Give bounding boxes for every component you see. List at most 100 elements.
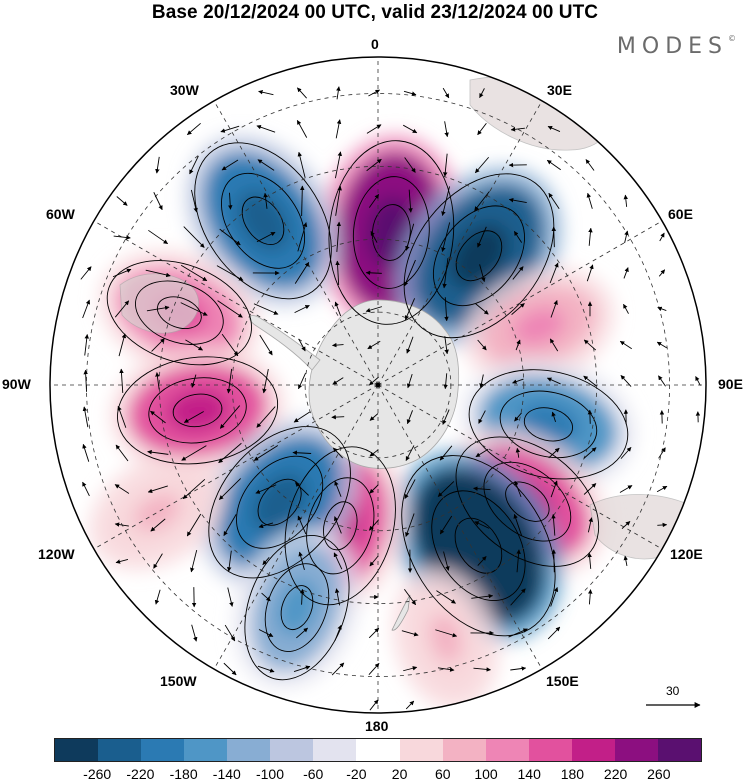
wind-vector-arrow bbox=[444, 121, 449, 138]
wind-vector-arrow bbox=[441, 222, 451, 252]
wind-vector-arrow bbox=[182, 478, 206, 500]
wind-vector-arrow bbox=[259, 334, 273, 356]
contour-line bbox=[280, 585, 314, 631]
wind-vector-arrow bbox=[405, 513, 415, 537]
anomaly-positive bbox=[463, 267, 615, 386]
lon-label-0: 0 bbox=[371, 36, 379, 52]
anomaly-positive bbox=[392, 566, 500, 711]
wind-vector-arrow bbox=[227, 587, 234, 607]
colorbar-tick-label: 220 bbox=[603, 766, 628, 782]
wind-vector-arrow bbox=[404, 157, 416, 173]
wind-vector-arrow bbox=[365, 270, 382, 276]
contour-line bbox=[117, 356, 279, 465]
wind-vector-arrow bbox=[335, 260, 340, 285]
wind-vector-arrow bbox=[583, 339, 597, 351]
colorbar-tick-label: 20 bbox=[391, 766, 408, 782]
wind-vector-arrow bbox=[439, 515, 453, 535]
wind-vector-arrow bbox=[404, 298, 416, 321]
wind-vector-arrow bbox=[369, 449, 379, 457]
wind-vector-arrow bbox=[365, 306, 382, 313]
colorbar-swatch bbox=[442, 739, 486, 761]
wind-vector-arrow bbox=[510, 588, 526, 606]
meridian-line bbox=[213, 100, 379, 386]
meridian-line bbox=[93, 220, 379, 386]
colorbar-tick-label: 140 bbox=[517, 766, 541, 782]
contour-ring-group bbox=[208, 426, 351, 579]
wind-vector-arrow bbox=[298, 551, 305, 571]
wind-vector-arrow bbox=[550, 587, 559, 607]
wind-vector-arrow bbox=[258, 522, 274, 529]
contour-line bbox=[323, 501, 358, 551]
wind-vector-arrow bbox=[588, 589, 593, 605]
colorbar-ticks: -260 -220 -180 -140 -100 -60 -20 20 60 100 140 180 2… bbox=[54, 766, 702, 782]
wind-vector-arrow bbox=[293, 411, 311, 423]
brand-name: MODES bbox=[616, 34, 728, 59]
wind-vector-arrow bbox=[478, 410, 486, 424]
antarctic-peninsula bbox=[249, 315, 321, 371]
colorbar-tick-label: -20 bbox=[346, 766, 367, 782]
contour-line bbox=[432, 205, 525, 307]
lon-label-180: 180 bbox=[365, 718, 389, 734]
wind-vector-arrow bbox=[657, 306, 667, 311]
wind-vector-arrow bbox=[583, 375, 597, 387]
wind-vector-arrow bbox=[367, 340, 381, 350]
wind-vector-arrow bbox=[190, 189, 198, 213]
contour-ring-group bbox=[117, 356, 279, 465]
contour-line bbox=[483, 461, 572, 542]
contour-line bbox=[208, 426, 351, 579]
wind-vector-arrow bbox=[154, 589, 161, 605]
wind-vector-arrow bbox=[334, 624, 342, 641]
wind-vector-arrow bbox=[119, 368, 124, 393]
lon-label-150e: 150E bbox=[546, 673, 579, 689]
wind-vector-arrow bbox=[228, 192, 233, 210]
colorbar-swatch bbox=[399, 739, 443, 761]
wind-vector-arrow bbox=[262, 369, 269, 394]
wind-vector-arrow bbox=[82, 481, 90, 497]
wind-vector-arrow bbox=[473, 667, 491, 672]
wind-vector-arrow bbox=[298, 373, 306, 390]
wind-vector-arrow bbox=[368, 627, 380, 639]
wind-vector-arrow bbox=[405, 700, 415, 710]
wind-vector-arrow bbox=[546, 159, 561, 171]
contour-line bbox=[134, 280, 224, 345]
lon-label-60e: 60E bbox=[668, 206, 693, 222]
wind-vector-arrow bbox=[474, 521, 490, 529]
wind-vector-arrow bbox=[512, 266, 524, 280]
wind-vector-arrow bbox=[477, 556, 487, 566]
height-anomaly-field bbox=[88, 134, 636, 711]
wind-vector-arrow bbox=[180, 302, 208, 316]
wind-vector-arrow bbox=[256, 231, 276, 243]
wind-vector-arrow bbox=[619, 340, 632, 350]
wind-vector-arrow bbox=[217, 300, 243, 318]
wind-vector-arrow bbox=[442, 409, 450, 425]
anomaly-negative bbox=[185, 135, 341, 307]
wind-vector-arrow bbox=[258, 90, 274, 96]
map-title: Base 20/12/2024 00 UTC, valid 23/12/2024… bbox=[151, 2, 599, 23]
wind-vector-arrow bbox=[261, 592, 271, 602]
wind-vector-arrow bbox=[479, 264, 486, 283]
wind-vector-arrow bbox=[587, 552, 592, 569]
wind-vector-arrow bbox=[223, 514, 237, 536]
wind-vector-arrow bbox=[547, 125, 561, 132]
wind-vector-arrow bbox=[369, 376, 379, 386]
wind-vector-arrow bbox=[546, 377, 561, 385]
wind-vector-arrow bbox=[436, 590, 456, 604]
colorbar-tick-label: 100 bbox=[474, 766, 498, 782]
contour-line bbox=[499, 390, 598, 459]
contour-line bbox=[454, 517, 503, 574]
wind-vector-arrow bbox=[508, 197, 527, 203]
wind-vector-arrow bbox=[114, 300, 130, 318]
wind-vector-arrow bbox=[113, 235, 131, 240]
anomaly-negative bbox=[233, 526, 361, 689]
wind-vector-arrow bbox=[369, 413, 379, 421]
wind-vector-arrow bbox=[257, 665, 275, 673]
wind-vector-arrow bbox=[695, 376, 701, 386]
wind-vector-arrow bbox=[221, 159, 239, 171]
contour-line bbox=[156, 296, 202, 330]
wind-vector-arrow bbox=[180, 264, 208, 282]
contour-line bbox=[371, 204, 411, 261]
wind-vector-arrow bbox=[146, 305, 170, 312]
wind-vector-arrow bbox=[408, 189, 413, 213]
wind-vector-arrow bbox=[191, 624, 198, 642]
wind-vector-arrow bbox=[551, 411, 556, 423]
